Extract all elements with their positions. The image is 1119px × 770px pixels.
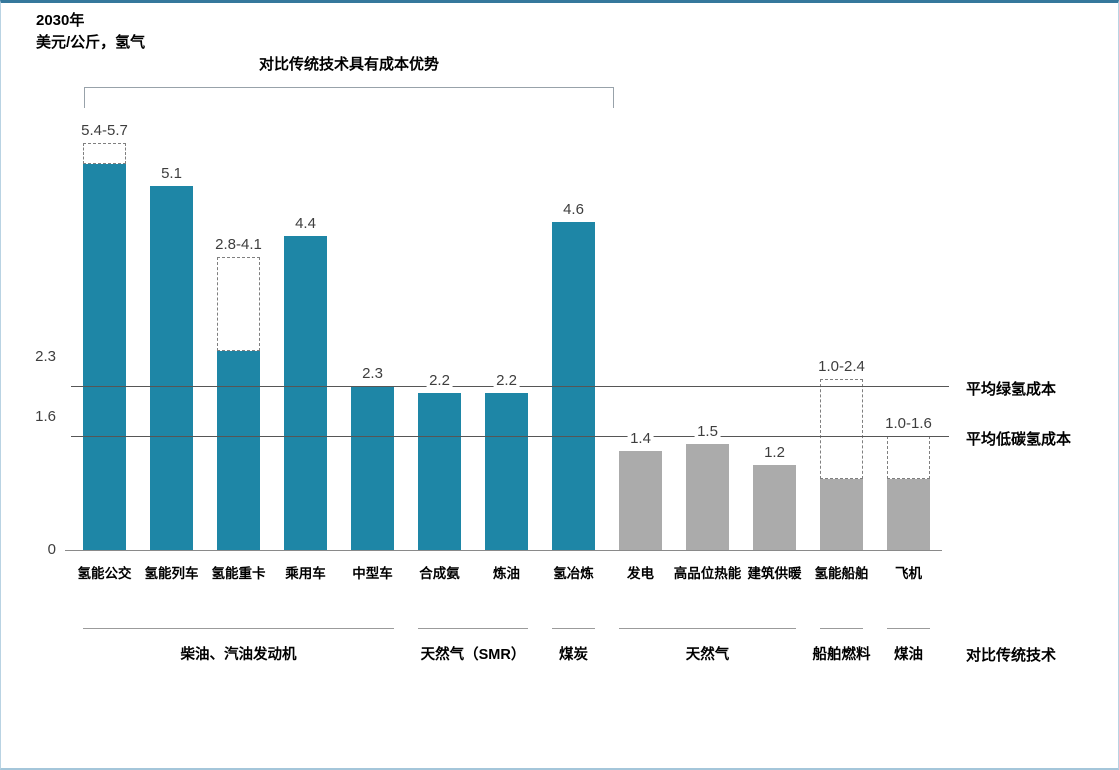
bar-regular (753, 465, 796, 551)
bar-regular (887, 479, 930, 551)
bar-category-label: 氢能重卡 (211, 566, 266, 581)
bar-advantage (217, 350, 260, 551)
y-axis-tick-0: 0 (47, 541, 56, 558)
bar-advantage (351, 386, 394, 551)
bar-category-label: 发电 (627, 566, 654, 581)
bar-range-dashed-box (83, 142, 126, 165)
bar-value-label: 4.6 (560, 200, 587, 218)
plot-area: 5.4-5.7 氢能公交 5.1 氢能列车 2.8-4.1 氢能重卡 4.4 乘用车 2.3 中型… (1, 3, 1118, 768)
bar-category-label: 氢能列车 (144, 566, 199, 581)
bar-category-label: 氢能公交 (77, 566, 132, 581)
bar-value-label: 2.2 (426, 372, 453, 390)
bar-advantage (552, 221, 595, 551)
comparison-group-line (83, 628, 394, 629)
advantage-bracket-label: 对比传统技术具有成本优势 (258, 56, 439, 73)
reference-line (71, 436, 949, 438)
bar-value-label: 4.4 (292, 214, 319, 232)
bar-range-dashed-box (217, 257, 260, 351)
bar-advantage (150, 185, 193, 551)
bar-advantage (284, 235, 327, 551)
bar-advantage (485, 393, 528, 551)
bar-category-label: 炼油 (493, 566, 520, 581)
comparison-group-label: 天然气 (685, 647, 730, 663)
bar-category-label: 合成氨 (419, 566, 460, 581)
bar-value-label: 1.0-1.6 (882, 415, 935, 433)
comparison-group-label: 柴油、汽油发动机 (180, 647, 297, 663)
reference-line-label: 平均低碳氢成本 (966, 431, 1072, 449)
comparison-group-label: 船舶燃料 (812, 647, 871, 663)
bar-value-label: 1.4 (627, 429, 654, 447)
bar-range-dashed-box (887, 436, 930, 480)
bar-value-label: 5.4-5.7 (78, 121, 131, 139)
bar-category-label: 飞机 (895, 566, 922, 581)
x-axis-line (65, 550, 942, 551)
comparison-group-label: 天然气（SMR） (420, 647, 526, 663)
bar-regular (619, 450, 662, 551)
bar-value-label: 5.1 (158, 164, 185, 182)
comparison-group-line (887, 628, 930, 629)
bar-category-label: 建筑供暖 (747, 566, 802, 581)
bar-category-label: 高品位热能 (673, 566, 742, 581)
bar-value-label: 1.5 (694, 422, 721, 440)
bar-regular (820, 479, 863, 551)
bar-advantage (83, 164, 126, 551)
comparison-group-line (552, 628, 595, 629)
bar-regular (686, 443, 729, 551)
bar-category-label: 中型车 (352, 566, 393, 581)
bar-range-dashed-box (820, 379, 863, 480)
bar-category-label: 氢能船舶 (814, 566, 869, 581)
bar-value-label: 1.2 (761, 444, 788, 462)
bar-value-label: 2.3 (359, 365, 386, 383)
comparison-group-line (820, 628, 863, 629)
comparison-group-label: 煤油 (894, 647, 923, 663)
comparison-group-label: 煤炭 (559, 647, 588, 663)
reference-line-label: 平均绿氢成本 (966, 381, 1057, 399)
comparison-group-line (619, 628, 796, 629)
bar-value-label: 1.0-2.4 (815, 358, 868, 376)
bar-category-label: 氢冶炼 (553, 566, 594, 581)
bar-value-label: 2.2 (493, 372, 520, 390)
chart-unit-label: 美元/公斤，氢气 (36, 34, 146, 51)
y-axis-tick-1-6: 1.6 (35, 408, 56, 425)
bar-value-label: 2.8-4.1 (212, 236, 265, 254)
y-axis-tick-2-3: 2.3 (35, 348, 56, 365)
comparison-tech-title: 对比传统技术 (966, 647, 1057, 664)
comparison-group-line (418, 628, 528, 629)
advantage-bracket (84, 87, 614, 108)
bar-category-label: 乘用车 (285, 566, 326, 581)
bar-advantage (418, 393, 461, 551)
chart-title: 2030年 (36, 12, 85, 29)
